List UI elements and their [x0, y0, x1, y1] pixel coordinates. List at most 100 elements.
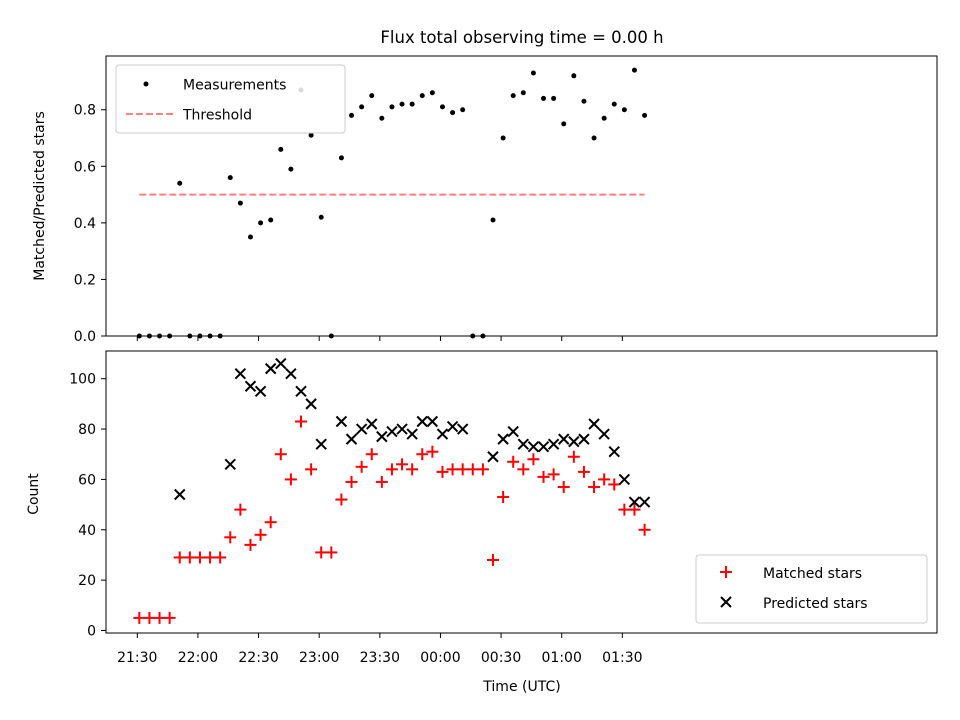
measurement-point [389, 104, 395, 110]
matched-star-point [567, 450, 580, 463]
predicted-star-point [426, 415, 439, 428]
predicted-star-point [315, 438, 327, 450]
predicted-star-point [264, 362, 277, 375]
predicted-star-point [355, 423, 368, 435]
matched-star-point [547, 468, 560, 481]
matched-star-point [163, 611, 176, 624]
matched-star-point [133, 611, 146, 624]
measurement-point [237, 200, 243, 206]
matched-star-point [598, 473, 611, 486]
ratio-y-tick-label: 0.4 [74, 216, 96, 232]
ratio-y-tick-label: 0.2 [74, 272, 96, 288]
legend-label-measurements: Measurements [183, 78, 286, 94]
measurement-point [510, 93, 516, 99]
matched-star-point [406, 463, 419, 476]
predicted-star-point [224, 458, 236, 471]
matched-star-point [355, 460, 368, 473]
count-x-axis-label: Time (UTC) [482, 679, 560, 695]
measurement-point [520, 90, 526, 96]
ratio-y-axis: 0.0 0.2 0.4 0.6 0.8 [74, 103, 106, 345]
legend-label-predicted: Predicted stars [763, 596, 868, 612]
matched-star-point [153, 611, 166, 624]
measurement-point [561, 121, 567, 127]
count-y-tick-label: 20 [78, 573, 96, 589]
legend-label-matched: Matched stars [763, 566, 862, 582]
predicted-star-point [507, 425, 519, 438]
matched-star-point [335, 493, 348, 506]
ratio-y-axis-label: Matched/Predicted stars [32, 111, 48, 281]
predicted-star-point [234, 367, 247, 380]
matched-star-point [173, 551, 186, 564]
count-x-tick-label: 01:30 [602, 650, 642, 666]
chart-title: Flux total observing time = 0.00 h [380, 28, 663, 47]
measurement-point [601, 115, 607, 121]
matched-star-point [466, 463, 479, 476]
matched-star-point [385, 463, 398, 476]
predicted-star-point [628, 496, 641, 508]
predicted-star-point [436, 428, 449, 440]
matched-star-point [426, 445, 439, 458]
predicted-star-point [345, 433, 358, 445]
ratio-panel: 0.00.20.40.60.8 Matched/Predicted stars … [32, 55, 938, 345]
matched-star-point [507, 455, 520, 468]
count-y-tick-label: 0 [87, 623, 96, 639]
matched-star-point [527, 453, 540, 466]
ratio-y-tick-label: 0.0 [74, 329, 96, 345]
predicted-star-point [396, 423, 408, 435]
count-plot-frame [105, 350, 938, 634]
measurement-point [318, 214, 324, 220]
predicted-star-point [588, 418, 600, 430]
matched-star-point [476, 463, 489, 476]
predicted-star-point [638, 496, 651, 508]
matched-star-point [284, 473, 297, 486]
measurement-point [591, 135, 597, 141]
matched-star-point [295, 415, 308, 428]
matched-star-point [396, 458, 409, 471]
matched-star-point [183, 551, 196, 564]
predicted-star-point [406, 428, 418, 440]
matched-star-point [193, 551, 206, 564]
ratio-y-tick-label: 0.6 [74, 159, 96, 175]
measurement-point [530, 70, 536, 76]
measurement-point [551, 95, 557, 101]
predicted-star-point [456, 423, 469, 435]
count-panel: 0 20 40 60 80 100 21:30 22:00 22:30 23:00 23:30 00… [26, 350, 938, 695]
matched-star-point [274, 448, 287, 461]
legend-label-threshold: Threshold [182, 108, 252, 124]
predicted-star-point [446, 420, 459, 433]
count-x-tick-label: 23:30 [360, 650, 400, 666]
count-x-axis: 21:30 22:00 22:30 23:00 23:30 00:00 00:30 01:00… [117, 633, 643, 666]
count-y-axis: 0 20 40 60 80 100 [69, 372, 106, 639]
ratio-plot-frame [105, 55, 938, 337]
predicted-star-point [578, 433, 590, 445]
measurement-point [571, 73, 577, 79]
measurement-point [642, 112, 648, 118]
predicted-star-point [558, 433, 570, 445]
matched-star-point [608, 478, 621, 491]
count-legend-frame [695, 554, 928, 624]
measurement-point [359, 104, 365, 110]
count-x-tick-label: 23:00 [299, 650, 339, 666]
matched-star-point [264, 516, 277, 529]
measurement-point [500, 135, 506, 141]
predicted-star-point [275, 357, 287, 370]
matched-star-point [254, 528, 267, 541]
measurement-point [399, 101, 405, 107]
measurement-point [490, 217, 496, 223]
predicted-star-point [497, 433, 509, 445]
measurement-point [308, 132, 314, 138]
ratio-y-tick-label: 0.8 [74, 103, 96, 119]
matched-star-point [234, 503, 247, 516]
count-y-tick-label: 80 [78, 422, 96, 438]
measurement-point [439, 104, 445, 110]
matched-star-point [618, 503, 631, 516]
measurement-point [349, 112, 355, 118]
measurement-point [611, 101, 617, 107]
measurement-point [419, 93, 425, 99]
legend-marker-matched [720, 566, 732, 578]
measurement-point [621, 107, 627, 113]
matched-star-point [214, 551, 227, 564]
matched-star-point [345, 475, 358, 488]
count-legend: Matched stars Predicted stars [695, 554, 928, 624]
count-x-tick-label: 00:00 [420, 650, 460, 666]
